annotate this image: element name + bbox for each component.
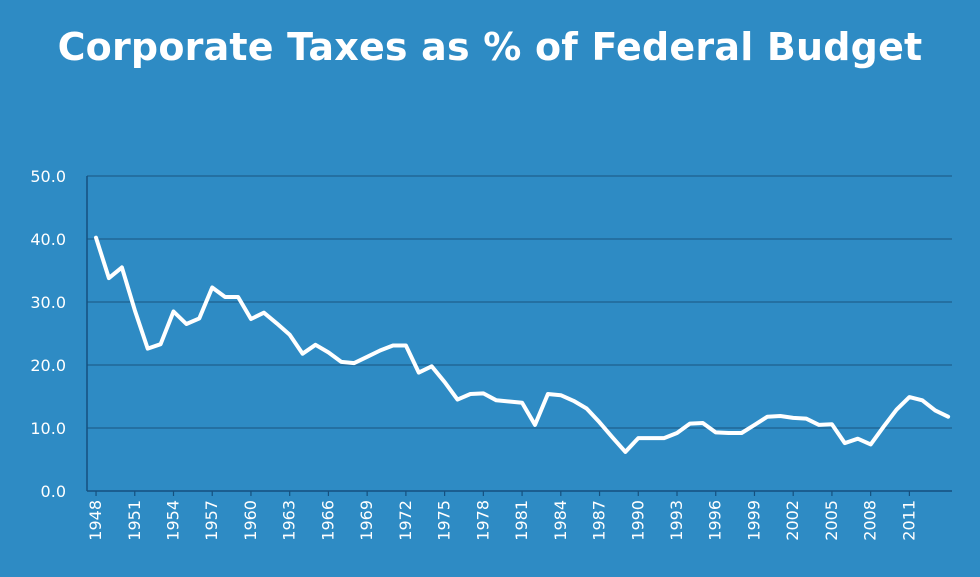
data-point-1960 bbox=[249, 317, 253, 321]
data-point-1973 bbox=[417, 370, 421, 375]
data-point-2012 bbox=[920, 398, 924, 402]
data-point-1952 bbox=[146, 347, 150, 351]
data-point-1981 bbox=[520, 401, 524, 405]
x-tick-label-1972: 1972 bbox=[396, 500, 415, 541]
data-point-1984 bbox=[559, 393, 563, 397]
data-point-1983 bbox=[546, 392, 550, 396]
x-tick-label-1993: 1993 bbox=[667, 500, 686, 541]
data-point-2010 bbox=[894, 408, 899, 412]
x-tick-label-1966: 1966 bbox=[318, 500, 337, 541]
data-point-1996 bbox=[714, 430, 718, 435]
data-point-2007 bbox=[856, 437, 860, 441]
data-point-2000 bbox=[765, 415, 769, 419]
data-point-1954 bbox=[171, 309, 176, 314]
y-tick-label-0.0: 0.0 bbox=[41, 482, 66, 501]
data-point-1957 bbox=[210, 285, 214, 290]
data-point-2006 bbox=[843, 441, 847, 445]
data-point-1959 bbox=[236, 295, 240, 299]
data-point-1990 bbox=[636, 436, 640, 440]
data-point-1950 bbox=[120, 265, 124, 269]
data-point-1953 bbox=[158, 342, 163, 346]
data-point-2005 bbox=[830, 422, 834, 426]
x-tick-label-1969: 1969 bbox=[357, 500, 376, 541]
x-tick-label-1984: 1984 bbox=[551, 500, 570, 541]
data-point-1988 bbox=[610, 435, 615, 440]
data-point-1995 bbox=[701, 421, 705, 425]
x-tick-label-1975: 1975 bbox=[435, 500, 454, 541]
data-point-1993 bbox=[675, 431, 679, 435]
data-point-1986 bbox=[585, 406, 589, 411]
data-point-1963 bbox=[288, 333, 292, 337]
x-tick-label-2011: 2011 bbox=[899, 500, 918, 541]
x-tick-label-1996: 1996 bbox=[706, 500, 725, 541]
data-point-1969 bbox=[365, 355, 369, 359]
data-point-1992 bbox=[662, 436, 666, 440]
x-tick-label-1990: 1990 bbox=[628, 500, 647, 541]
x-tick-label-1963: 1963 bbox=[280, 500, 299, 541]
data-point-1989 bbox=[623, 450, 627, 454]
data-point-1968 bbox=[352, 361, 356, 365]
data-point-1991 bbox=[649, 436, 653, 440]
data-point-1987 bbox=[597, 420, 602, 424]
data-point-1999 bbox=[752, 423, 757, 427]
data-point-1956 bbox=[197, 316, 201, 320]
data-point-2014 bbox=[946, 415, 950, 419]
series-line-0 bbox=[94, 235, 951, 454]
x-tick-label-1978: 1978 bbox=[473, 500, 492, 541]
data-point-1976 bbox=[455, 398, 460, 402]
data-point-1967 bbox=[339, 360, 343, 364]
data-point-1962 bbox=[275, 321, 279, 326]
x-tick-label-1960: 1960 bbox=[241, 500, 260, 541]
data-point-1965 bbox=[313, 343, 318, 347]
x-tick-label-1999: 1999 bbox=[744, 500, 763, 541]
x-tick-label-2005: 2005 bbox=[822, 500, 841, 541]
data-point-1975 bbox=[443, 380, 447, 384]
data-point-1971 bbox=[391, 343, 395, 348]
data-point-1980 bbox=[507, 399, 511, 404]
data-point-2009 bbox=[881, 425, 886, 429]
y-tick-label-40.0: 40.0 bbox=[30, 230, 66, 249]
data-point-1961 bbox=[262, 311, 266, 315]
x-tick-label-1954: 1954 bbox=[164, 500, 183, 541]
x-tick-label-1987: 1987 bbox=[590, 500, 609, 541]
data-point-1948 bbox=[94, 236, 98, 240]
x-tick-label-2002: 2002 bbox=[783, 500, 802, 541]
data-point-2011 bbox=[907, 395, 911, 399]
data-point-1966 bbox=[326, 350, 331, 354]
data-point-2001 bbox=[778, 414, 782, 418]
data-point-1964 bbox=[301, 352, 305, 356]
y-tick-label-10.0: 10.0 bbox=[30, 419, 66, 438]
data-point-2002 bbox=[791, 416, 795, 420]
x-tick-label-2008: 2008 bbox=[861, 500, 880, 541]
data-point-2008 bbox=[869, 442, 873, 446]
data-point-1970 bbox=[378, 348, 382, 353]
data-point-1985 bbox=[572, 399, 576, 403]
data-point-1997 bbox=[727, 431, 731, 435]
data-point-1977 bbox=[468, 392, 473, 396]
data-point-1972 bbox=[404, 343, 408, 348]
data-point-1955 bbox=[184, 322, 189, 326]
data-point-1949 bbox=[107, 276, 111, 280]
y-tick-label-50.0: 50.0 bbox=[30, 167, 66, 186]
data-point-1994 bbox=[688, 421, 692, 426]
data-point-1951 bbox=[133, 308, 137, 312]
data-point-1979 bbox=[494, 398, 498, 402]
data-point-1978 bbox=[481, 391, 485, 395]
data-point-2003 bbox=[804, 416, 808, 421]
data-point-1998 bbox=[739, 431, 744, 435]
y-tick-label-20.0: 20.0 bbox=[30, 356, 66, 375]
data-point-2004 bbox=[817, 423, 821, 427]
x-tick-label-1981: 1981 bbox=[512, 500, 531, 541]
data-point-1974 bbox=[430, 364, 434, 368]
y-tick-label-30.0: 30.0 bbox=[30, 293, 66, 312]
x-tick-label-1951: 1951 bbox=[125, 500, 144, 541]
data-point-2013 bbox=[933, 408, 937, 412]
data-point-1982 bbox=[533, 423, 537, 427]
x-tick-label-1948: 1948 bbox=[86, 500, 105, 541]
chart-title: Corporate Taxes as % of Federal Budget bbox=[57, 25, 923, 69]
x-tick-label-1957: 1957 bbox=[202, 500, 221, 541]
data-point-1958 bbox=[223, 295, 227, 299]
